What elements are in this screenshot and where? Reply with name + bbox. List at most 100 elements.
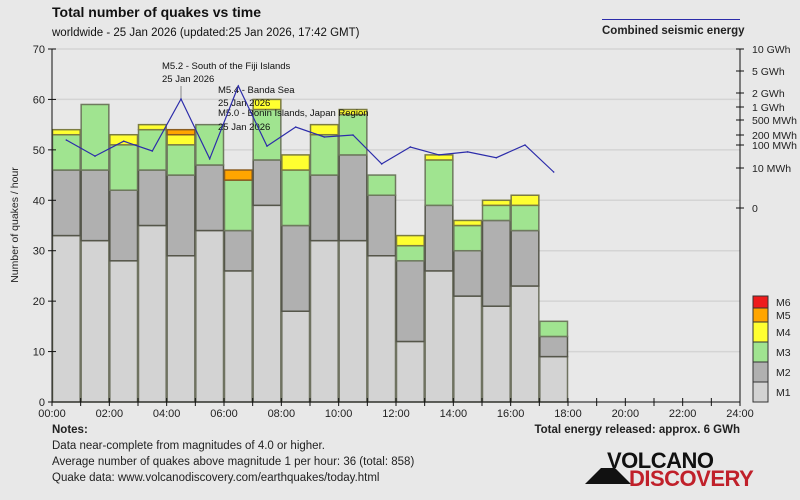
- bar-segment-m2: [309, 174, 339, 242]
- bar-segment-m4: [453, 219, 483, 227]
- bar-segment-m2: [80, 169, 110, 242]
- energy-point: [266, 145, 268, 147]
- bar-segment-m1: [424, 270, 454, 403]
- legend-swatch-m5: [752, 307, 769, 323]
- energy-point: [237, 85, 240, 87]
- bar-segment-m1: [137, 224, 167, 403]
- x-tick-label: 16:00: [497, 408, 525, 420]
- note-line: Quake data: www.volcanodiscovery.com/ear…: [52, 472, 380, 484]
- bar-segment-m3: [223, 179, 253, 232]
- x-tick-label: 06:00: [210, 408, 238, 420]
- y-axis-label: Number of quakes / hour: [9, 167, 21, 283]
- energy-tick-label: 5 GWh: [752, 66, 785, 78]
- bar-segment-m3: [309, 133, 339, 176]
- x-tick-label: 08:00: [268, 408, 296, 420]
- note-line: Data near-complete from magnitudes of 4.…: [52, 440, 325, 452]
- bar-segment-m3: [281, 169, 311, 227]
- bar-segment-m4: [481, 199, 511, 207]
- bar-segment-m2: [223, 229, 253, 272]
- energy-point: [380, 163, 383, 165]
- energy-tick-label: 10 MWh: [752, 163, 791, 175]
- x-tick-label: 20:00: [612, 408, 640, 420]
- bar-segment-m2: [109, 189, 139, 262]
- legend-label-m5: M5: [776, 310, 791, 322]
- bar-segment-m3: [481, 204, 511, 222]
- energy-point: [552, 171, 555, 173]
- x-tick-label: 04:00: [153, 408, 181, 420]
- bar-segment-m1: [80, 239, 110, 403]
- energy-legend-line: [602, 19, 740, 20]
- y-tick-label: 50: [33, 145, 45, 157]
- mountain-icon: [585, 468, 631, 484]
- bar-segment-m4: [109, 133, 139, 146]
- bar-segment-m1: [223, 270, 253, 403]
- bar-segment-m5: [223, 169, 253, 181]
- bar-segment-m2: [338, 154, 368, 242]
- logo-text-top: VOLCANO: [607, 448, 714, 473]
- bar-segment-m2: [453, 249, 483, 297]
- bar-segment-m3: [539, 320, 569, 338]
- bar-segment-m2: [51, 169, 81, 237]
- bar-segment-m4: [252, 98, 282, 111]
- energy-tick-label: 0: [752, 203, 758, 215]
- notes-title: Notes:: [52, 424, 88, 436]
- chart-subtitle: worldwide - 25 Jan 2026 (updated:25 Jan …: [52, 27, 360, 39]
- energy-point: [323, 136, 326, 138]
- bar-segment-m1: [252, 204, 282, 403]
- total-energy: Total energy released: approx. 6 GWh: [534, 424, 740, 436]
- bar-segment-m4: [281, 154, 311, 171]
- bar-segment-m1: [309, 239, 339, 403]
- energy-point: [466, 151, 469, 153]
- bar-segment-m2: [481, 219, 511, 307]
- note-line: Average number of quakes above magnitude…: [52, 456, 415, 468]
- energy-tick-label: 2 GWh: [752, 88, 785, 100]
- x-tick-label: 24:00: [726, 408, 754, 420]
- bar-segment-m2: [367, 194, 397, 257]
- bar-segment-m2: [166, 174, 196, 257]
- bar-segment-m1: [338, 239, 368, 403]
- energy-point: [208, 158, 211, 160]
- bar-segment-m2: [195, 164, 225, 232]
- energy-tick-label: 500 MWh: [752, 115, 797, 127]
- energy-point: [122, 140, 125, 143]
- legend-label-m3: M3: [776, 347, 791, 359]
- y-tick-label: 20: [33, 296, 45, 308]
- legend-swatch-m4: [752, 321, 769, 343]
- energy-point: [94, 155, 96, 157]
- bar-segment-m1: [166, 255, 196, 403]
- bar-segment-m4: [338, 108, 368, 116]
- energy-point: [438, 154, 440, 156]
- bar-segment-m3: [424, 159, 454, 207]
- legend-swatch-m6: [752, 295, 769, 309]
- bar-segment-m1: [51, 234, 81, 403]
- legend-label-m6: M6: [776, 297, 791, 309]
- energy-point: [294, 126, 297, 128]
- x-tick-label: 22:00: [669, 408, 697, 420]
- bar-segment-m3: [252, 108, 282, 161]
- legend-label-m4: M4: [776, 327, 791, 339]
- x-tick-label: 12:00: [382, 408, 410, 420]
- bar-segment-m2: [424, 204, 454, 272]
- energy-point: [524, 144, 526, 146]
- energy-line: [65, 84, 555, 173]
- volcanodiscovery-logo[interactable]: VOLCANO DISCOVERY: [585, 448, 754, 492]
- bar-segment-m2: [510, 229, 540, 287]
- bar-segment-m1: [195, 229, 225, 403]
- energy-point: [180, 98, 182, 100]
- bar-segment-m2: [539, 335, 569, 358]
- bar-segment-m4: [510, 194, 540, 207]
- y-tick-label: 70: [33, 44, 45, 56]
- x-tick-label: 02:00: [96, 408, 124, 420]
- bar-segment-m3: [80, 103, 110, 171]
- axes: 0 10 20 30 40 50 60 70 00:00 02:00 04:00 06:00 08:00…: [33, 44, 797, 420]
- bar-segment-m2: [137, 169, 167, 227]
- energy-series-line: [66, 84, 555, 173]
- logo-text-bottom: DISCOVERY: [629, 466, 754, 491]
- x-tick-label: 18:00: [554, 408, 582, 420]
- quake-annotation-title: M5.0 - Bonin Islands, Japan Region: [218, 108, 369, 119]
- bar-segment-m1: [367, 255, 397, 403]
- bar-segment-m2: [252, 159, 282, 207]
- energy-tick-label: 10 GWh: [752, 44, 791, 56]
- quake-annotation-title: M5.4 - Banda Sea: [218, 85, 295, 96]
